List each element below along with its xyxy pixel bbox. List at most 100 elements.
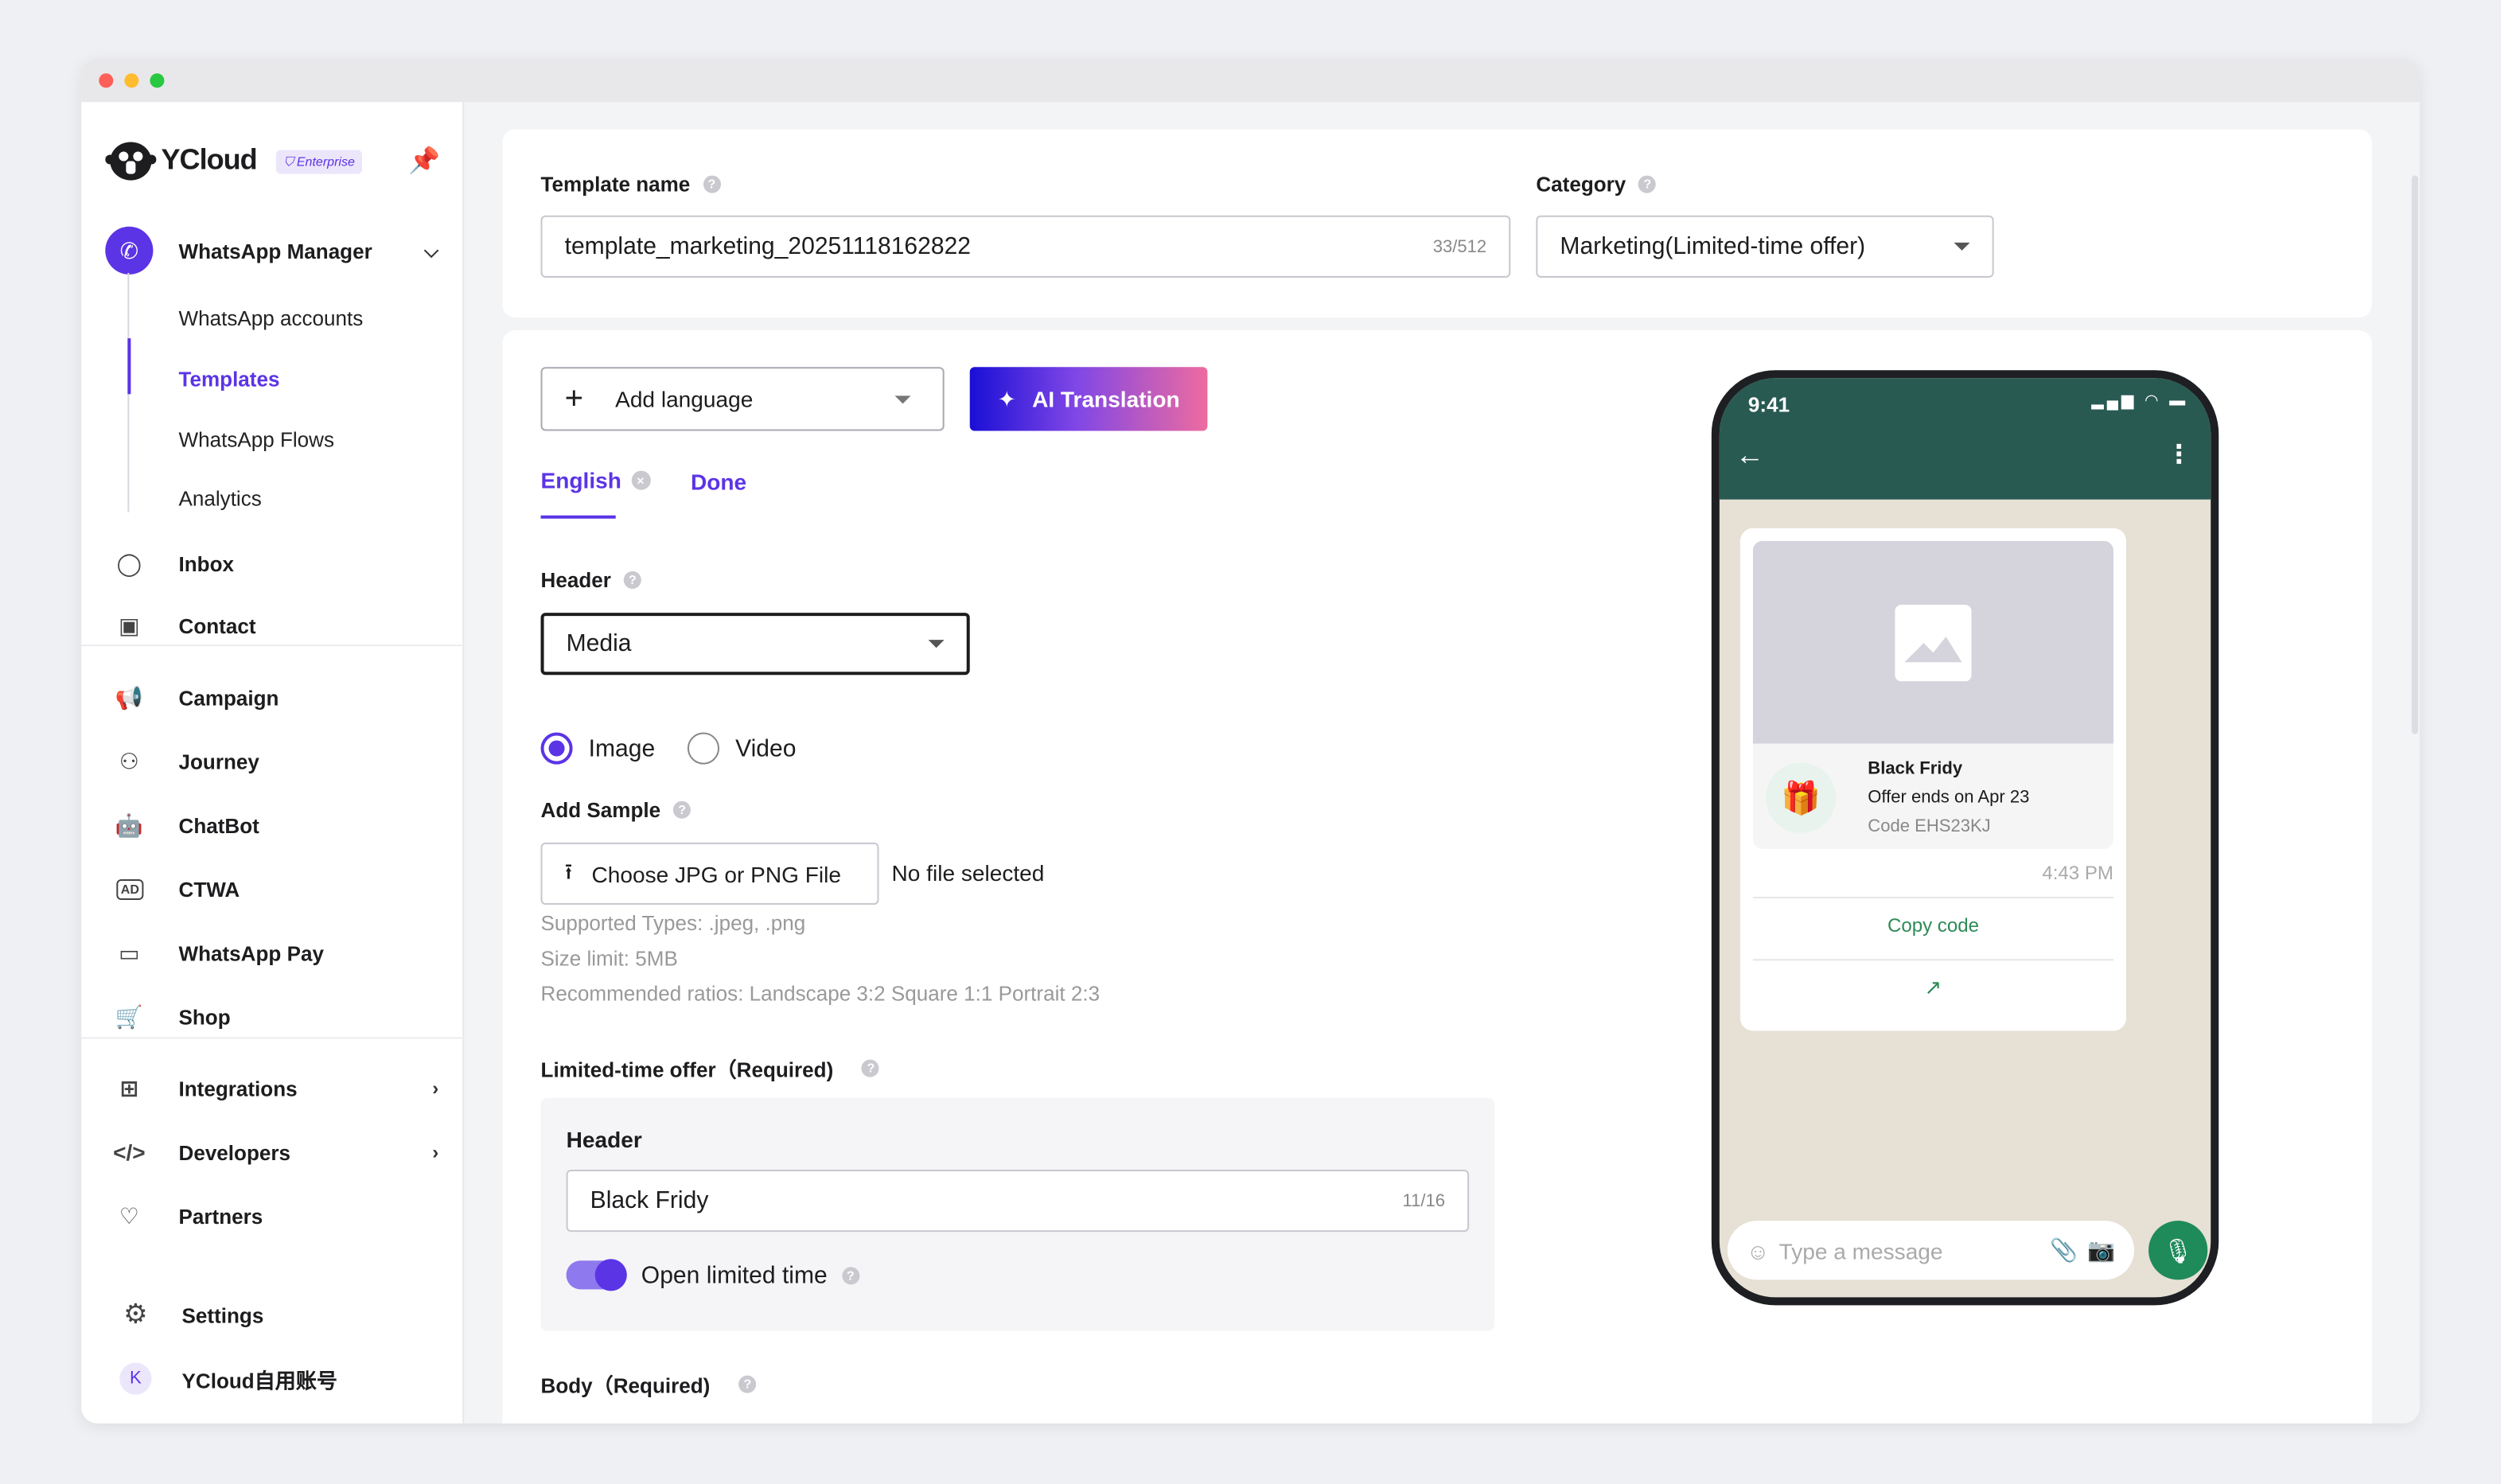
plus-icon: +	[564, 380, 584, 416]
back-arrow-icon[interactable]: ←	[1735, 438, 1764, 471]
sidebar-item-ctwa[interactable]: AD CTWA	[81, 865, 464, 913]
remove-language-icon[interactable]: ×	[630, 470, 650, 490]
ad-icon: AD	[116, 878, 144, 900]
battery-icon: ▬	[2169, 392, 2189, 411]
template-editor-card: + Add language ✦ AI Translation English × D…	[502, 330, 2372, 1424]
category-select[interactable]: Marketing(Limited-time offer)	[1536, 215, 1994, 278]
add-sample-label: Add Sample?	[541, 798, 691, 822]
help-icon[interactable]: ?	[703, 175, 721, 193]
header-label: Header?	[541, 568, 641, 592]
whatsapp-icon: ✆	[105, 226, 154, 275]
sidebar-nav: ✆ WhatsApp Manager ⌵ WhatsApp accounts T…	[81, 59, 465, 1395]
help-icon[interactable]: ?	[673, 800, 691, 819]
open-limited-time-toggle[interactable]	[566, 1259, 627, 1291]
sidebar-subitem-analytics[interactable]: Analytics	[178, 486, 262, 511]
body-label: Body（Required)?	[541, 1369, 757, 1400]
help-icon[interactable]: ?	[738, 1375, 757, 1393]
help-icon[interactable]: ?	[623, 571, 641, 589]
char-counter: 33/512	[1432, 236, 1487, 256]
sidebar-item-shop[interactable]: 🛒 Shop	[81, 992, 464, 1040]
chevron-right-icon: ›	[432, 1077, 439, 1100]
chevron-down-icon: ⌵	[423, 238, 439, 261]
lto-header-input[interactable]: Black Fridy 11/16	[566, 1169, 1470, 1233]
copy-code-button[interactable]: Copy code	[1887, 914, 1979, 937]
help-icon[interactable]: ?	[841, 1266, 859, 1284]
minimize-window-button[interactable]	[124, 73, 139, 88]
phone-preview: 9:41 ▂▄▆ ◠ ▬ ← ⋮ 🎁 Black Fridy Offer end…	[1711, 370, 2219, 1306]
image-icon	[1895, 604, 1972, 681]
offer-code: Code EHS23KJ	[1868, 816, 1991, 836]
code-icon: </>	[113, 1139, 146, 1165]
more-vert-icon[interactable]: ⋮	[2166, 442, 2192, 469]
wa-header: 9:41 ▂▄▆ ◠ ▬ ← ⋮	[1719, 378, 2211, 500]
shield-icon: ⛉	[283, 154, 294, 169]
robot-icon: 🤖	[115, 811, 143, 837]
mic-icon: 🎙	[2163, 1237, 2194, 1265]
emoji-icon[interactable]: ☺	[1746, 1237, 1770, 1264]
add-language-select[interactable]: + Add language	[540, 367, 945, 431]
signal-icon: ▂▄▆	[2091, 392, 2137, 411]
template-name-label: Template name?	[541, 173, 721, 197]
chevron-right-icon: ›	[432, 1140, 439, 1163]
sidebar-item-journey[interactable]: ⚇ Journey	[81, 737, 464, 785]
gear-icon: ⚙	[123, 1299, 148, 1330]
megaphone-icon: 📢	[115, 684, 143, 710]
paperclip-icon[interactable]: 📎	[2050, 1237, 2078, 1263]
active-tab-underline	[540, 515, 616, 519]
hint-ratios: Recommended ratios: Landscape 3:2 Square…	[540, 981, 1101, 1006]
tab-english[interactable]: English ×	[541, 468, 650, 493]
maximize-window-button[interactable]	[150, 73, 165, 88]
scrollbar[interactable]	[2411, 175, 2418, 734]
sidebar-item-campaign[interactable]: 📢 Campaign	[81, 673, 464, 721]
message-bubble: 🎁 Black Fridy Offer ends on Apr 23 Code …	[1739, 528, 2126, 1031]
camera-icon[interactable]: 📷	[2087, 1237, 2115, 1263]
sidebar-item-partners[interactable]: ♡ Partners	[81, 1192, 464, 1240]
radio-image[interactable]: Image	[540, 732, 655, 765]
offer-title: Black Fridy	[1868, 759, 1963, 779]
category-label: Category?	[1536, 173, 1657, 197]
sidebar-item-whatsapp-manager[interactable]: ✆ WhatsApp Manager ⌵	[81, 226, 464, 275]
image-placeholder	[1752, 540, 2113, 744]
sidebar-subitem-whatsapp-accounts[interactable]: WhatsApp accounts	[178, 306, 364, 331]
radio-unselected-icon	[687, 732, 720, 765]
lto-label: Limited-time offer（Required)?	[541, 1054, 880, 1084]
help-icon[interactable]: ?	[862, 1059, 880, 1077]
sidebar-item-whatsapp-pay[interactable]: ▭ WhatsApp Pay	[81, 929, 464, 976]
caret-down-icon	[1954, 242, 1970, 251]
sidebar-subitem-templates[interactable]: Templates	[178, 367, 280, 391]
avatar: K	[119, 1362, 152, 1395]
active-indicator	[127, 338, 131, 395]
sidebar-item-integrations[interactable]: ⊞ Integrations ›	[81, 1065, 464, 1112]
radio-selected-icon	[540, 732, 573, 765]
divider	[81, 645, 465, 647]
caret-down-icon	[894, 395, 911, 403]
choose-file-button[interactable]: ⭱ Choose JPG or PNG File	[540, 842, 879, 906]
help-icon[interactable]: ?	[1638, 175, 1657, 193]
mic-button[interactable]: 🎙	[2148, 1221, 2208, 1280]
sidebar-item-settings[interactable]: ⚙ Settings	[81, 1291, 464, 1338]
template-name-input[interactable]: template_marketing_20251118162822 33/512	[540, 215, 1511, 278]
offer-ends: Offer ends on Apr 23	[1868, 788, 2030, 808]
message-time: 4:43 PM	[2042, 861, 2113, 884]
radio-video[interactable]: Video	[687, 732, 796, 765]
sidebar-item-inbox[interactable]: ◯ Inbox	[81, 539, 464, 587]
sidebar-item-developers[interactable]: </> Developers ›	[81, 1128, 464, 1176]
offer-card: 🎁 Black Fridy Offer ends on Apr 23 Code …	[1752, 743, 2113, 849]
ai-translation-button[interactable]: ✦ AI Translation	[969, 367, 1208, 431]
pin-icon[interactable]: 📌	[408, 148, 441, 176]
sidebar-subitem-whatsapp-flows[interactable]: WhatsApp Flows	[178, 427, 335, 452]
grid-icon: ⊞	[119, 1074, 139, 1100]
tab-done[interactable]: Done	[690, 469, 747, 495]
lto-section: Header Black Fridy 11/16 Open limited tim…	[540, 1097, 1495, 1331]
wifi-icon: ◠	[2145, 392, 2162, 411]
open-limited-time-toggle-row: Open limited time?	[566, 1259, 859, 1291]
sidebar-item-contact[interactable]: ▣ Contact	[81, 602, 464, 649]
external-link-icon[interactable]: ↗	[1924, 975, 1942, 999]
sidebar-item-chatbot[interactable]: 🤖 ChatBot	[81, 801, 464, 849]
close-window-button[interactable]	[99, 73, 114, 88]
sidebar-account[interactable]: K YCloud自用账号	[81, 1355, 464, 1403]
brand-name: YCloud	[161, 143, 257, 176]
enterprise-badge: ⛉ Enterprise	[275, 150, 363, 174]
header-type-select[interactable]: Media	[540, 613, 970, 676]
message-input[interactable]: ☺ Type a message 📎 📷	[1727, 1221, 2135, 1280]
